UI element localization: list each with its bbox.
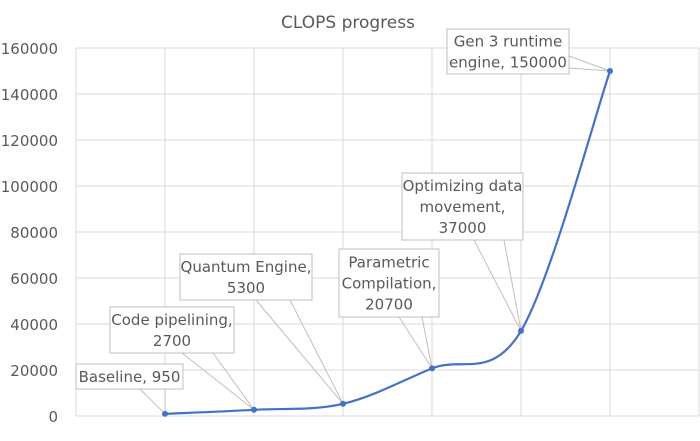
y-tick-label: 160000 [1,40,58,58]
callout-box [401,172,524,241]
y-tick-label: 80000 [10,224,58,242]
data-label: 5300 [227,279,265,297]
y-axis-ticks: 0 20000 40000 60000 80000 100000 120000 140000 1… [1,40,58,426]
y-tick-label: 60000 [10,270,58,288]
y-tick-label: 140000 [1,86,58,104]
data-label: engine, 150000 [449,54,567,72]
callout-box [179,253,313,301]
y-tick-label: 100000 [1,178,58,196]
data-label-callout: Code pipelining, 2700 [109,306,255,411]
callout-box [338,248,440,318]
chart-title: CLOPS progress [281,13,415,33]
data-label-callout: Gen 3 runtime engine, 150000 [446,28,611,75]
data-point-marker [251,406,257,413]
callout-leader [139,388,166,416]
data-point-marker [429,365,435,372]
callout-leader [255,299,344,405]
data-label-callout: Parametric Compilation, 20700 [338,248,440,369]
data-point-marker [518,327,524,334]
callout-box [75,363,184,390]
y-tick-label: 120000 [1,132,58,150]
y-tick-label: 40000 [10,316,58,334]
gridlines [75,47,700,417]
y-tick-label: 0 [48,408,58,426]
data-label: Quantum Engine, [181,258,312,276]
data-label: 2700 [153,332,191,350]
data-label: Code pipelining, [111,311,232,329]
callout-leader [181,352,255,411]
y-tick-label: 20000 [10,362,58,380]
data-label: Parametric [348,254,429,272]
data-point-marker [607,68,613,74]
data-label-callout: Optimizing data movement, 37000 [401,172,524,332]
data-label: movement, [420,198,506,216]
callout-leader [398,316,433,369]
data-label: Compilation, [342,275,437,293]
data-label: Gen 3 runtime [454,33,563,51]
series-path [164,70,612,415]
callout-box [446,28,570,75]
data-label: 20700 [365,296,413,314]
data-label: Baseline, 950 [79,368,181,386]
callout-box [109,306,235,354]
callout-leader [473,239,522,332]
data-point-marker [162,410,168,417]
data-label-callout: Baseline, 950 [75,363,184,416]
data-label: Optimizing data [403,177,523,195]
data-label-callout: Quantum Engine, 5300 [179,253,344,405]
data-label: 37000 [439,219,487,237]
callout-leader [568,55,611,72]
series-line [162,68,613,417]
data-point-marker [340,400,346,407]
